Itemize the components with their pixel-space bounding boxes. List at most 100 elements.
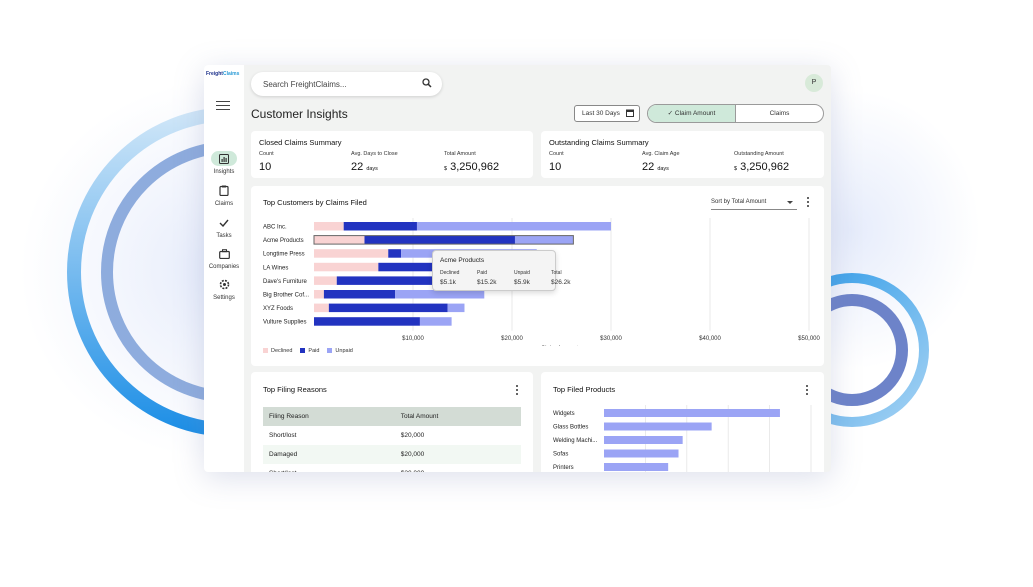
hamburger-menu-icon[interactable] — [216, 101, 230, 111]
x-tick-label: $40,000 — [699, 336, 721, 342]
table-cell: Damaged — [263, 445, 395, 464]
category-label: Sofas — [553, 452, 568, 458]
table-cell: Short/lost — [269, 432, 297, 439]
legend-declined[interactable]: Declined — [263, 348, 292, 354]
tooltip-total: Total $26.2k — [551, 270, 571, 286]
app-window: FreightClaims Insights Claims Tasks — [204, 65, 831, 472]
filing-reasons-table: Filing Reason Total Amount Short/lost $2… — [263, 407, 521, 472]
bar — [604, 463, 669, 471]
outstanding-claims-summary-card: Outstanding Claims Summary Count 10 Avg.… — [541, 131, 824, 178]
table-row[interactable]: Damaged $20,000 — [263, 445, 521, 464]
bar — [604, 409, 780, 417]
table-row[interactable]: Short/lost $20,000 — [263, 426, 521, 445]
tooltip-paid: Paid $15.2k — [477, 270, 497, 286]
sort-label: Sort by Total Amount — [711, 199, 767, 205]
more-options-icon[interactable] — [807, 197, 811, 207]
sidebar-item-claims[interactable]: Claims — [204, 183, 244, 207]
check-icon: ✓ — [667, 110, 675, 117]
clipboard-icon — [211, 183, 237, 198]
category-label: Vulture Supplies — [263, 320, 306, 326]
chart-legend: Declined Paid Unpaid — [263, 348, 353, 354]
logo: FreightClaims — [206, 71, 240, 77]
category-label: Dave's Furniture — [263, 279, 307, 285]
toggle-claim-amount[interactable]: ✓ Claim Amount — [648, 105, 736, 122]
card-title: Top Filing Reasons — [263, 385, 327, 394]
card-title: Top Filed Products — [553, 385, 616, 394]
x-tick-label: $30,000 — [600, 336, 622, 342]
stat-avg-days: Avg. Days to Close 22 days — [351, 151, 398, 173]
sidebar-item-label: Claims — [214, 201, 234, 207]
card-title: Outstanding Claims Summary — [549, 138, 649, 147]
sidebar-item-tasks[interactable]: Tasks — [204, 215, 244, 239]
bar-segment — [514, 235, 574, 245]
calendar-icon — [626, 109, 634, 119]
legend-paid[interactable]: Paid — [300, 348, 319, 354]
bar — [604, 436, 683, 444]
sidebar-item-companies[interactable]: Companies — [204, 246, 244, 270]
column-header[interactable]: Total Amount — [394, 407, 521, 426]
category-label: Longtime Press — [263, 252, 305, 258]
tooltip-title: Acme Products — [440, 257, 485, 264]
stat-count: Count 10 — [259, 151, 274, 173]
bar-segment — [447, 303, 465, 313]
tooltip-unpaid: Unpaid $5.9k — [514, 270, 530, 286]
search-placeholder: Search FreightClaims... — [263, 80, 347, 89]
category-label: Printers — [553, 465, 574, 471]
category-label: Welding Machi... — [553, 438, 598, 444]
page-title: Customer Insights — [251, 107, 348, 121]
bar-segment — [395, 290, 485, 299]
bar-segment — [364, 235, 515, 245]
bar-segment — [314, 303, 329, 313]
sidebar-item-insights[interactable]: Insights — [204, 151, 244, 175]
sidebar-item-label: Settings — [213, 295, 235, 301]
stat-total-amount: Total Amount $ 3,250,962 — [444, 151, 500, 173]
bar-segment — [328, 303, 448, 313]
chart-tooltip: Acme Products Declined $5.1k Paid $15.2k U… — [432, 250, 571, 291]
bar-highlight — [313, 235, 574, 245]
card-title: Top Customers by Claims Filed — [263, 198, 367, 207]
avatar[interactable]: P — [805, 74, 823, 92]
sidebar-item-settings[interactable]: Settings — [204, 277, 244, 301]
table-row[interactable]: Short/lost $20,000 — [263, 464, 521, 472]
sidebar-item-label: Tasks — [216, 233, 232, 239]
briefcase-icon — [211, 246, 237, 261]
date-range-button[interactable]: Last 30 Days — [574, 105, 640, 122]
bar-segment — [314, 249, 389, 258]
closed-claims-summary-card: Closed Claims Summary Count 10 Avg. Days… — [251, 131, 533, 178]
bar — [604, 449, 679, 458]
toggle-claims[interactable]: Claims — [769, 110, 790, 117]
bar-segment — [314, 235, 365, 245]
table-cell: Short/lost — [263, 464, 395, 472]
bar-segment — [343, 222, 417, 231]
top-filing-reasons-card: Top Filing Reasons Filing Reason Total A… — [251, 372, 533, 472]
category-label: LA Wines — [263, 265, 288, 271]
search-input[interactable]: Search FreightClaims... — [251, 72, 442, 96]
bar-segment — [388, 249, 402, 258]
more-options-icon[interactable] — [806, 385, 810, 395]
category-label: Acme Products — [263, 238, 304, 244]
bar-segment — [314, 262, 379, 272]
column-header[interactable]: Filing Reason — [263, 407, 395, 426]
date-range-label: Last 30 Days — [582, 110, 620, 117]
main-content: Search FreightClaims... P Customer Insig… — [244, 65, 831, 472]
sort-dropdown[interactable]: Sort by Total Amount — [711, 196, 797, 210]
x-tick-label: $10,000 — [402, 336, 424, 342]
x-tick-label: $20,000 — [501, 336, 523, 342]
search-icon[interactable] — [422, 78, 432, 90]
category-label: Widgets — [553, 411, 575, 417]
bar-segment — [336, 276, 451, 285]
tooltip-declined: Declined $5.1k — [440, 270, 460, 286]
view-toggle[interactable]: ✓ Claim Amount Claims — [647, 104, 824, 123]
category-label: XYZ Foods — [263, 306, 293, 312]
stat-outstanding-amount: Outstanding Amount $ 3,250,962 — [734, 151, 790, 173]
card-title: Closed Claims Summary — [259, 138, 342, 147]
legend-unpaid[interactable]: Unpaid — [327, 348, 353, 354]
bar-segment — [314, 317, 420, 326]
more-options-icon[interactable] — [516, 385, 520, 395]
bar-segment — [314, 222, 344, 231]
bar-segment — [419, 317, 452, 326]
category-label: Glass Bottles — [553, 425, 588, 431]
x-tick-label: $50,000 — [798, 336, 820, 342]
table-header-row: Filing Reason Total Amount — [263, 407, 521, 426]
sidebar-item-label: Companies — [208, 264, 240, 270]
